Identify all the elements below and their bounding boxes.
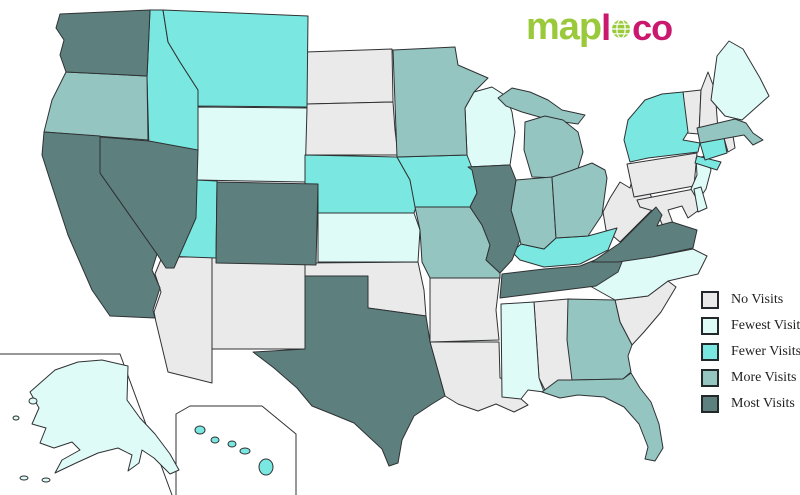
fewer-visits-swatch	[701, 342, 719, 361]
legend-item-fewest-visits: Fewest Visits	[701, 316, 800, 335]
state-michigan	[497, 87, 586, 179]
logo-text-co: co	[632, 7, 673, 48]
state-alaska	[12, 359, 180, 483]
state-minnesota	[392, 46, 489, 158]
state-north-dakota	[305, 48, 394, 105]
state-arizona	[153, 256, 213, 384]
state-ohio	[551, 162, 608, 239]
hawaii-inset-border	[175, 405, 297, 495]
state-delaware	[693, 186, 708, 213]
state-nevada	[99, 136, 199, 269]
state-montana	[162, 9, 309, 108]
legend-label: Fewer Visits	[731, 343, 800, 359]
most-visits-swatch	[701, 394, 719, 413]
state-new-york	[623, 91, 701, 163]
legend-label: No Visits	[731, 291, 784, 307]
state-maine	[710, 40, 770, 121]
state-south-dakota	[304, 101, 399, 156]
state-massachusetts	[696, 118, 764, 146]
logo-text-l: l	[601, 7, 611, 48]
state-new-mexico	[211, 256, 306, 350]
no-visits-swatch	[701, 290, 719, 309]
state-new-york-long-island	[694, 155, 722, 171]
state-virginia	[591, 206, 698, 263]
maploco-logo[interactable]: map l co	[526, 6, 673, 48]
state-oregon	[43, 71, 149, 141]
state-wyoming	[195, 106, 308, 183]
state-florida	[541, 372, 664, 462]
legend-label: More Visits	[731, 369, 797, 385]
state-kansas	[317, 212, 421, 263]
more-visits-swatch	[701, 368, 719, 387]
legend-item-most-visits: Most Visits	[701, 394, 800, 413]
state-arkansas	[429, 275, 501, 343]
state-nebraska	[304, 154, 417, 214]
legend-item-no-visits: No Visits	[701, 290, 800, 309]
state-texas	[252, 275, 446, 467]
state-mississippi	[500, 301, 545, 400]
logo-text-map: map	[526, 6, 602, 48]
state-illinois	[467, 164, 521, 274]
globe-icon	[611, 19, 631, 43]
state-washington	[55, 9, 151, 77]
legend-label: Most Visits	[731, 395, 795, 411]
map-legend: No Visits Fewest Visits Fewer Visits Mor…	[701, 290, 800, 421]
legend-item-more-visits: More Visits	[701, 368, 800, 387]
legend-item-fewer-visits: Fewer Visits	[701, 342, 800, 361]
state-hawaii	[194, 425, 274, 476]
state-colorado	[215, 181, 319, 266]
state-georgia	[566, 298, 633, 381]
fewest-visits-swatch	[701, 316, 719, 335]
legend-label: Fewest Visits	[731, 317, 800, 333]
